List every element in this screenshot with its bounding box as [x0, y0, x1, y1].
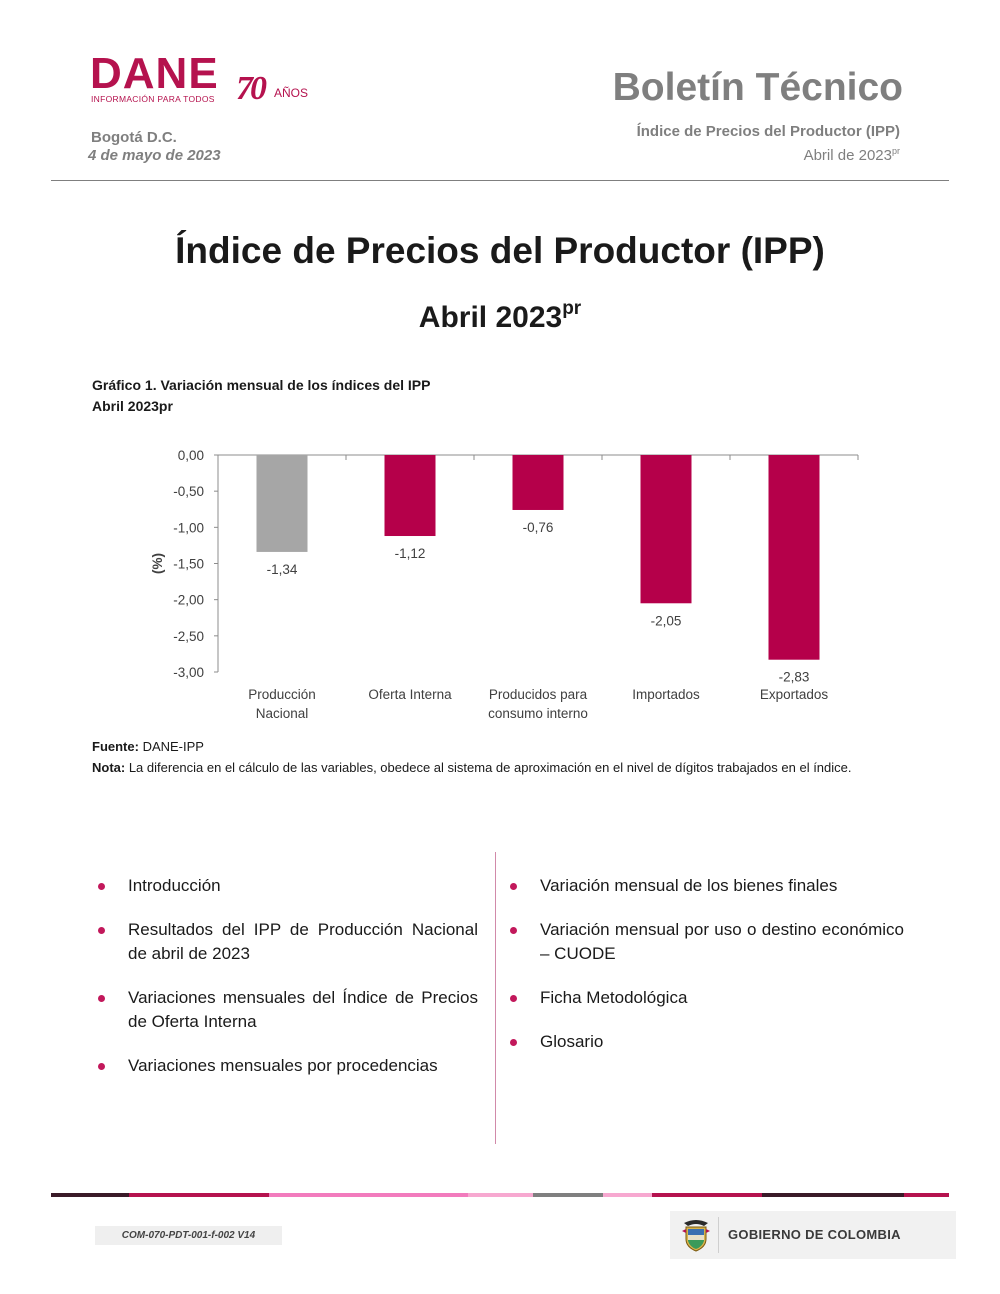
contents-item[interactable]: Variación mensual de los bienes finales — [510, 874, 904, 898]
stripe-segment — [761, 1193, 904, 1197]
bullet-icon — [510, 1039, 517, 1046]
bullet-icon — [510, 995, 517, 1002]
bullet-icon — [510, 927, 517, 934]
y-tick-label: -2,50 — [173, 629, 204, 644]
bulletin-period: Abril de 2023pr — [804, 146, 900, 164]
y-tick-label: -0,50 — [173, 484, 204, 499]
dane-logo: DANE INFORMACIÓN PARA TODOS 70 AÑOS — [90, 52, 330, 112]
chart-notes: Fuente: DANE-IPP Nota: La diferencia en … — [92, 736, 907, 778]
data-label: -0,76 — [523, 520, 554, 535]
x-tick-label: consumo interno — [488, 706, 588, 721]
stripe-segment — [269, 1193, 469, 1197]
x-tick-label: Oferta Interna — [368, 687, 452, 702]
bar — [384, 455, 436, 537]
contents-item[interactable]: Glosario — [510, 1030, 904, 1054]
contents-item-label: Variación mensual de los bienes finales — [540, 876, 838, 895]
bulletin-title: Boletín Técnico — [612, 66, 903, 109]
bar — [512, 455, 564, 510]
place: Bogotá D.C. — [91, 129, 177, 146]
bar — [640, 455, 692, 604]
contents-item[interactable]: Variaciones mensuales por procedencias — [98, 1054, 478, 1078]
coat-of-arms-icon — [682, 1220, 710, 1252]
bar — [768, 455, 820, 660]
contents-item[interactable]: Variaciones mensuales del Índice de Prec… — [98, 986, 478, 1034]
bullet-icon — [98, 1063, 105, 1070]
contents-item-label: Variaciones mensuales del Índice de Prec… — [128, 988, 478, 1031]
contents-divider — [495, 852, 496, 1144]
contents-list-left: Introducción Resultados del IPP de Produ… — [98, 874, 478, 1098]
chart-caption: Gráfico 1. Variación mensual de los índi… — [92, 375, 430, 417]
logo-years: AÑOS — [274, 86, 309, 100]
bullet-icon — [98, 995, 105, 1002]
x-tick-label: Producidos para — [489, 687, 588, 702]
publication-date: 4 de mayo de 2023 — [88, 147, 221, 164]
government-badge: GOBIERNO DE COLOMBIA — [670, 1211, 956, 1259]
x-tick-label: Producción — [248, 687, 316, 702]
contents-item[interactable]: Variación mensual por uso o destino econ… — [510, 918, 904, 966]
stripe-segment — [51, 1193, 129, 1197]
logo-anniversary: 70 — [236, 70, 267, 107]
logo-tagline: INFORMACIÓN PARA TODOS — [91, 94, 215, 104]
page-subtitle: Abril 2023pr — [0, 298, 1000, 335]
bar — [256, 455, 308, 552]
note-text: La diferencia en el cálculo de las varia… — [125, 760, 852, 775]
y-tick-label: -1,50 — [173, 557, 204, 572]
contents-item[interactable]: Introducción — [98, 874, 478, 898]
bullet-icon — [510, 883, 517, 890]
y-tick-label: -2,00 — [173, 593, 204, 608]
data-label: -2,05 — [651, 613, 682, 628]
footer-color-stripe — [51, 1193, 949, 1197]
logo-wordmark: DANE — [90, 49, 219, 98]
y-tick-label: -1,00 — [173, 520, 204, 535]
stripe-segment — [903, 1193, 949, 1197]
bullet-icon — [98, 883, 105, 890]
document-code: COM-070-PDT-001-f-002 V14 — [95, 1226, 282, 1245]
source-text: DANE-IPP — [138, 739, 204, 754]
contents-item[interactable]: Ficha Metodológica — [510, 986, 904, 1010]
contents-item-label: Introducción — [128, 876, 221, 895]
y-tick-label: 0,00 — [178, 448, 204, 463]
bulletin-period-sup: pr — [891, 146, 900, 156]
stripe-segment — [652, 1193, 762, 1197]
data-label: -1,34 — [267, 562, 298, 577]
stripe-segment — [602, 1193, 653, 1197]
y-tick-label: -3,00 — [173, 665, 204, 680]
y-axis-title: (%) — [150, 553, 165, 574]
source-line: Fuente: DANE-IPP — [92, 736, 907, 757]
note-line: Nota: La diferencia en el cálculo de las… — [92, 757, 907, 778]
page-title: Índice de Precios del Productor (IPP) — [175, 230, 825, 271]
ipp-bar-chart: 0,00 -0,50 -1,00 -1,50 -2,00 -2,50 -3,00 (%) -1,… — [150, 448, 859, 721]
source-label: Fuente: — [92, 739, 139, 754]
data-label: -2,83 — [779, 670, 810, 685]
header-divider — [51, 180, 949, 181]
government-label: GOBIERNO DE COLOMBIA — [728, 1227, 901, 1242]
contents-item-label: Glosario — [540, 1032, 604, 1051]
stripe-segment — [533, 1193, 603, 1197]
badge-divider — [718, 1217, 719, 1253]
contents-item-label: Resultados del IPP de Producción Naciona… — [128, 920, 478, 963]
note-label: Nota: — [92, 760, 126, 775]
x-tick-label: Exportados — [760, 687, 829, 702]
contents-item-label: Variación mensual por uso o destino econ… — [540, 920, 904, 963]
bulletin-subtitle: Índice de Precios del Productor (IPP) — [636, 123, 900, 140]
stripe-segment — [468, 1193, 534, 1197]
bullet-icon — [98, 927, 105, 934]
stripe-segment — [128, 1193, 269, 1197]
bulletin-period-text: Abril de 2023 — [803, 147, 892, 164]
page-subtitle-text: Abril 2023 — [418, 301, 563, 334]
chart-caption-line1: Gráfico 1. Variación mensual de los índi… — [92, 377, 431, 393]
page-subtitle-sup: pr — [562, 298, 582, 319]
contents-item-label: Ficha Metodológica — [540, 988, 688, 1007]
contents-item-label: Variaciones mensuales por procedencias — [128, 1056, 438, 1075]
data-label: -1,12 — [395, 546, 426, 561]
x-tick-label: Nacional — [256, 706, 309, 721]
contents-list-right: Variación mensual de los bienes finales … — [510, 874, 904, 1074]
x-tick-label: Importados — [632, 687, 700, 702]
contents-item[interactable]: Resultados del IPP de Producción Naciona… — [98, 918, 478, 966]
chart-caption-line2: Abril 2023pr — [92, 398, 173, 414]
